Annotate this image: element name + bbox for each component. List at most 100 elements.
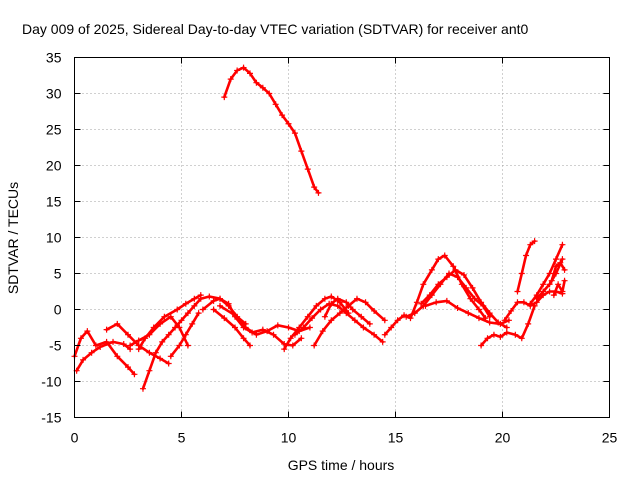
data-point xyxy=(300,324,307,331)
data-point xyxy=(555,281,562,288)
data-point xyxy=(334,302,341,309)
data-point xyxy=(182,300,189,307)
series-arc-r xyxy=(422,297,512,327)
series-line xyxy=(528,243,564,306)
data-point xyxy=(460,271,467,278)
data-point xyxy=(548,277,555,284)
x-tick-label: 5 xyxy=(178,430,186,446)
y-tick-label: -10 xyxy=(41,374,61,390)
data-point xyxy=(311,342,318,349)
data-point xyxy=(362,299,369,306)
data-point xyxy=(127,342,134,349)
y-tick-label: -5 xyxy=(49,338,62,354)
data-point xyxy=(92,342,99,349)
series-line xyxy=(223,66,320,195)
data-point xyxy=(246,70,253,77)
data-point xyxy=(533,295,540,302)
data-point xyxy=(508,307,515,314)
data-point xyxy=(253,79,260,86)
data-point xyxy=(285,324,292,331)
data-point xyxy=(381,317,388,324)
data-point xyxy=(418,300,425,307)
data-point xyxy=(478,299,485,306)
data-point xyxy=(381,331,388,338)
series-arc-m xyxy=(311,295,388,349)
series-line xyxy=(503,290,564,322)
series-line xyxy=(137,293,203,351)
data-point xyxy=(221,94,228,101)
data-point xyxy=(518,270,525,277)
data-point xyxy=(559,256,566,263)
data-point xyxy=(206,293,213,300)
data-point xyxy=(110,338,117,345)
data-point xyxy=(540,288,547,295)
data-point xyxy=(221,315,228,322)
data-point xyxy=(234,67,241,74)
data-point xyxy=(125,331,131,338)
data-point xyxy=(182,331,189,338)
data-point xyxy=(313,302,320,309)
data-point xyxy=(146,349,153,356)
data-point xyxy=(225,300,232,307)
series-line xyxy=(141,295,247,391)
data-point xyxy=(103,326,110,333)
data-point xyxy=(191,302,198,309)
axis-ticks: 0 5 10 15 20 25 -15 -10 -5 0 5 10 15 20 25 30 35 xyxy=(41,50,617,446)
data-point xyxy=(497,320,504,327)
data-series xyxy=(71,64,568,392)
y-tick-label: 15 xyxy=(46,194,62,210)
data-point xyxy=(343,299,350,306)
chart-title: Day 009 of 2025, Sidereal Day-to-day VTE… xyxy=(22,21,529,37)
data-point xyxy=(435,256,442,263)
series-line xyxy=(552,279,566,297)
data-point xyxy=(287,335,294,342)
y-tick-label: 20 xyxy=(46,158,62,174)
data-point xyxy=(285,120,292,127)
data-point xyxy=(523,252,530,259)
data-point xyxy=(349,306,356,313)
data-point xyxy=(289,342,296,349)
data-point xyxy=(291,130,298,137)
data-point xyxy=(503,329,510,336)
data-point xyxy=(358,313,365,320)
data-point xyxy=(242,324,249,331)
data-point xyxy=(291,331,298,338)
data-point xyxy=(195,310,202,317)
data-point xyxy=(159,338,166,345)
data-point xyxy=(210,306,217,313)
data-point xyxy=(167,353,174,360)
data-point xyxy=(264,328,271,335)
data-point xyxy=(272,101,279,108)
series-arc-v xyxy=(527,241,566,307)
series-arc-g xyxy=(167,310,202,360)
data-point xyxy=(176,342,183,349)
series-line xyxy=(73,329,136,376)
data-point xyxy=(527,300,534,307)
data-point xyxy=(433,299,440,306)
data-point xyxy=(217,295,224,302)
data-point xyxy=(184,342,191,349)
data-point xyxy=(131,371,138,378)
data-point xyxy=(561,277,568,284)
data-point xyxy=(253,331,260,338)
data-point xyxy=(413,299,420,306)
data-point xyxy=(388,324,395,331)
data-point xyxy=(199,306,206,313)
data-point xyxy=(210,297,217,304)
y-tick-label: 5 xyxy=(54,266,62,282)
grid xyxy=(74,57,610,418)
data-point xyxy=(114,320,121,327)
data-point xyxy=(435,281,442,288)
data-point xyxy=(311,184,318,191)
y-tick-label: -15 xyxy=(41,410,61,426)
x-axis-title: GPS time / hours xyxy=(288,457,395,473)
data-point xyxy=(176,324,183,331)
y-tick-label: 30 xyxy=(46,86,62,102)
data-point xyxy=(559,241,566,248)
data-point xyxy=(503,324,510,331)
series-line xyxy=(516,239,536,293)
data-point xyxy=(394,317,401,324)
data-point xyxy=(191,295,198,302)
data-point xyxy=(452,266,459,273)
